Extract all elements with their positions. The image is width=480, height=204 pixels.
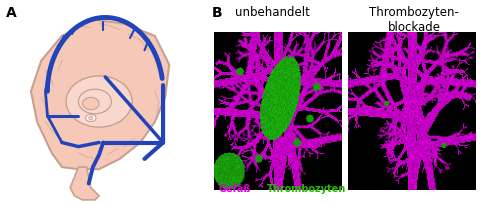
Polygon shape: [70, 167, 99, 200]
Text: B: B: [212, 6, 223, 20]
Text: Gefäß: Gefäß: [218, 183, 251, 193]
Ellipse shape: [85, 115, 96, 122]
Text: A: A: [6, 6, 17, 20]
Ellipse shape: [89, 116, 93, 120]
Ellipse shape: [78, 90, 111, 114]
Polygon shape: [31, 20, 169, 169]
Text: Thrombozyten-
blockade: Thrombozyten- blockade: [370, 6, 459, 34]
Ellipse shape: [83, 98, 99, 110]
Ellipse shape: [66, 76, 132, 128]
Text: unbehandelt: unbehandelt: [235, 6, 310, 19]
Text: Thrombozyten: Thrombozyten: [266, 183, 346, 193]
